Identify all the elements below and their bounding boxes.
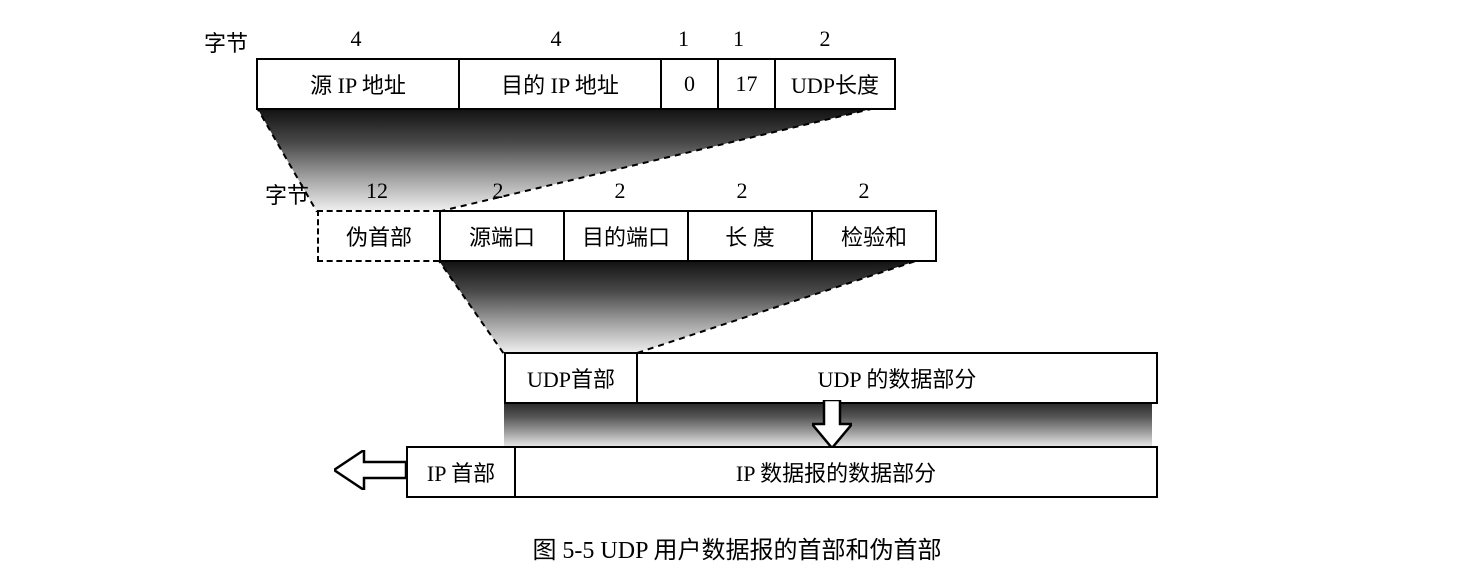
row1-byte-0: 4	[256, 26, 456, 52]
row1-byte-2: 1	[656, 26, 711, 52]
cell-dst-port-label: 目的端口	[582, 220, 670, 252]
projection-lines-row1	[256, 106, 884, 212]
udp-header-diagram: 字节 4 4 1 1 2 源 IP 地址 目的 IP 地址 0 17 UDP长度…	[20, 20, 1454, 561]
pseudo-header-box: 伪首部	[317, 210, 439, 262]
cell-udp-header: UDP首部	[504, 352, 636, 404]
figure-caption: 图 5-5 UDP 用户数据报的首部和伪首部	[20, 530, 1454, 565]
cell-proto: 17	[717, 58, 774, 110]
down-arrow-icon	[812, 400, 852, 448]
cell-checksum-label: 检验和	[841, 220, 907, 252]
pseudo-header-row: 源 IP 地址 目的 IP 地址 0 17 UDP长度	[256, 58, 896, 106]
cell-dst-ip: 目的 IP 地址	[458, 58, 660, 110]
cell-udp-len: UDP长度	[774, 58, 896, 110]
cell-length: 长 度	[687, 210, 811, 262]
cell-zero: 0	[660, 58, 717, 110]
cell-src-port: 源端口	[439, 210, 563, 262]
row1-byte-3: 1	[711, 26, 766, 52]
cell-src-ip: 源 IP 地址	[256, 58, 458, 110]
cell-length-label: 长 度	[725, 220, 775, 252]
udp-header-row: 伪首部 源端口 目的端口 长 度 检验和	[317, 210, 937, 258]
cell-ip-data-label: IP 数据报的数据部分	[736, 456, 936, 488]
cell-proto-label: 17	[736, 71, 758, 97]
cell-udp-data: UDP 的数据部分	[636, 352, 1158, 404]
cell-src-port-label: 源端口	[469, 220, 535, 252]
cell-ip-header: IP 首部	[406, 446, 514, 498]
cell-src-ip-label: 源 IP 地址	[310, 68, 406, 100]
ip-datagram-row: IP 首部 IP 数据报的数据部分	[406, 446, 1158, 494]
projection-lines-row2	[437, 258, 925, 354]
cell-udp-len-label: UDP长度	[791, 68, 879, 100]
cell-checksum: 检验和	[811, 210, 937, 262]
cell-dst-port: 目的端口	[563, 210, 687, 262]
row1-byte-1: 4	[456, 26, 656, 52]
cell-dst-ip-label: 目的 IP 地址	[501, 68, 619, 100]
byte-label-row1: 字节	[204, 26, 248, 58]
row1-byte-4: 2	[766, 26, 884, 52]
pseudo-header-label: 伪首部	[346, 220, 412, 252]
cell-ip-header-label: IP 首部	[427, 456, 495, 488]
cell-udp-data-label: UDP 的数据部分	[818, 362, 977, 394]
left-arrow-icon	[334, 450, 406, 490]
cell-ip-data: IP 数据报的数据部分	[514, 446, 1158, 498]
cell-zero-label: 0	[684, 71, 695, 97]
cell-udp-header-label: UDP首部	[527, 362, 615, 394]
udp-datagram-row: UDP首部 UDP 的数据部分	[504, 352, 1158, 400]
